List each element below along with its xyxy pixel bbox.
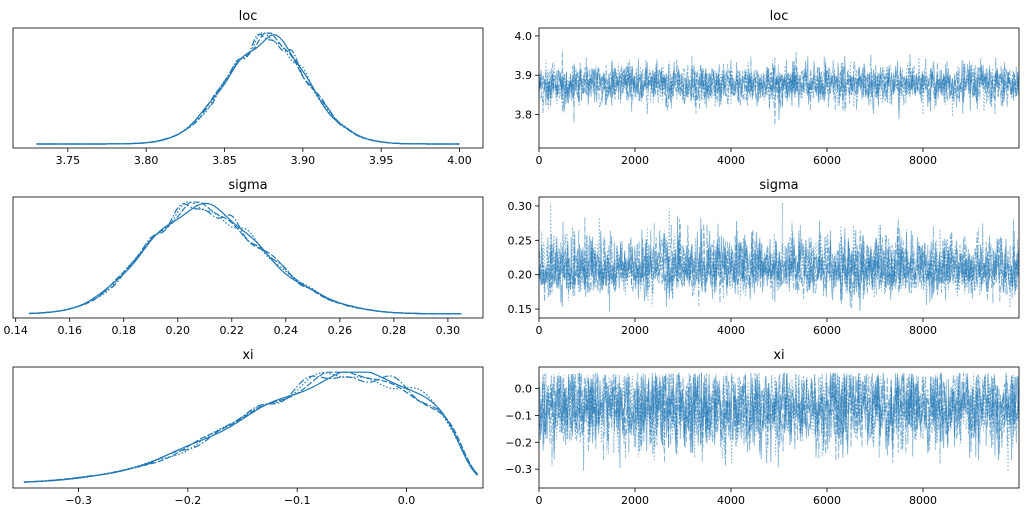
x-tick-label: −0.1 (284, 494, 311, 507)
plot-area (36, 32, 460, 145)
axes-frame (12, 366, 484, 489)
x-tick-label: 0.30 (436, 324, 461, 337)
density-chain-3 (29, 201, 462, 315)
x-tick-label: 2000 (621, 154, 649, 167)
density-chain-3 (36, 32, 460, 145)
x-tick-label: 0.24 (274, 324, 299, 337)
axes-frame (538, 366, 1020, 489)
x-tick-label: 0.28 (382, 324, 407, 337)
y-tick-label: −0.3 (505, 463, 532, 476)
x-tick-label: 3.90 (291, 154, 316, 167)
axes-frame (12, 27, 484, 149)
panel-sigma-trace: sigma 0.15 0.20 0.25 0.30 0 2000 4000 6000 8000 (508, 178, 1020, 337)
density-chain-1 (23, 371, 478, 483)
trace-chain-2 (539, 372, 1019, 471)
x-tick-label: 3.95 (369, 154, 394, 167)
x-tick-label: 8000 (909, 494, 937, 507)
y-tick-label: 4.0 (515, 30, 533, 43)
x-tick-label: 0.20 (166, 324, 191, 337)
panel-xi-density: xi −0.3 −0.2 −0.1 0.0 (12, 348, 484, 507)
x-tick-label: −0.3 (65, 494, 92, 507)
density-chain-2 (23, 371, 478, 483)
x-tick-label: 0.22 (220, 324, 245, 337)
panel-title: loc (770, 9, 789, 24)
panel-title: xi (242, 348, 253, 363)
x-tick-label: 0.14 (3, 324, 28, 337)
x-tick-label: −0.2 (175, 494, 202, 507)
y-tick-label: 3.8 (515, 109, 533, 122)
panel-title: loc (239, 9, 258, 24)
x-tick-label: 4.00 (447, 154, 472, 167)
x-tick-label: 0 (536, 494, 543, 507)
trace-chain-4 (539, 372, 1019, 466)
panel-sigma-density: sigma 0.14 0.16 0.18 0.20 0.22 0.24 0.26 0.28 0.3… (3, 178, 484, 337)
plot-area (23, 371, 478, 483)
density-chain-2 (29, 201, 462, 315)
x-tick-label: 4000 (717, 494, 745, 507)
trace-chain-3 (539, 202, 1019, 308)
x-tick-label: 3.75 (56, 154, 81, 167)
trace-chain-3 (539, 57, 1019, 117)
x-tick-label: 6000 (813, 324, 841, 337)
plot-area (539, 371, 1019, 472)
x-tick-label: 4000 (717, 154, 745, 167)
y-tick-label: 0.15 (508, 303, 533, 316)
y-tick-label: 3.9 (515, 69, 533, 82)
axes-frame (12, 196, 484, 319)
plot-area (539, 202, 1019, 312)
y-tick-label: 0.20 (508, 269, 533, 282)
x-tick-label: 3.80 (134, 154, 159, 167)
y-tick-label: 0.0 (515, 383, 533, 396)
panel-title: sigma (228, 178, 267, 193)
y-tick-label: 0.25 (508, 234, 533, 247)
panel-xi-trace: xi −0.3 −0.2 −0.1 0.0 0 2000 4000 6000 8000 (505, 348, 1020, 507)
trace-chain-1 (539, 216, 1019, 311)
density-chain-2 (36, 32, 460, 145)
y-tick-label: 0.30 (508, 200, 533, 213)
x-tick-label: 0.0 (398, 494, 416, 507)
x-tick-label: 0.18 (111, 324, 136, 337)
density-chain-1 (36, 34, 460, 145)
panel-title: xi (773, 348, 784, 363)
panel-loc-density: loc 3.75 3.80 3.85 3.90 3.95 4.00 (12, 9, 484, 167)
x-tick-label: 0.26 (328, 324, 353, 337)
y-tick-label: −0.2 (505, 436, 532, 449)
x-tick-label: 0.16 (57, 324, 82, 337)
y-tick-label: −0.1 (505, 409, 532, 422)
x-tick-label: 3.85 (212, 154, 237, 167)
trace-chain-4 (539, 219, 1019, 309)
density-chain-4 (23, 375, 478, 483)
x-tick-label: 8000 (909, 154, 937, 167)
x-tick-label: 4000 (717, 324, 745, 337)
axes-frame (538, 196, 1020, 319)
x-tick-label: 2000 (621, 494, 649, 507)
density-chain-3 (23, 372, 478, 483)
panel-title: sigma (759, 178, 798, 193)
panel-loc-trace: loc 3.8 3.9 4.0 0 2000 4000 6000 8000 (515, 9, 1020, 167)
trace-chain-4 (539, 53, 1019, 123)
plot-area (29, 201, 462, 315)
density-chain-4 (36, 33, 460, 145)
x-tick-label: 8000 (909, 324, 937, 337)
x-tick-label: 0 (536, 154, 543, 167)
trace-chain-3 (539, 372, 1019, 472)
x-tick-label: 0 (536, 324, 543, 337)
x-tick-label: 6000 (813, 494, 841, 507)
x-tick-label: 2000 (621, 324, 649, 337)
axes-frame (538, 27, 1020, 149)
density-chain-4 (29, 203, 462, 315)
x-tick-label: 6000 (813, 154, 841, 167)
plot-area (539, 50, 1019, 126)
